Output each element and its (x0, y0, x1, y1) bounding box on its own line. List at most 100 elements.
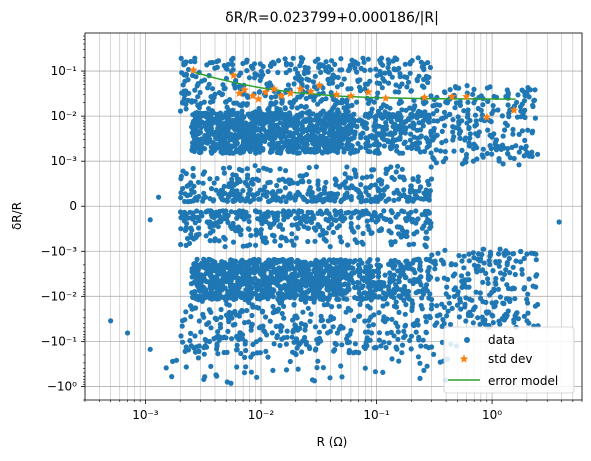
data-point (462, 301, 468, 307)
data-point (351, 122, 357, 128)
data-point (353, 174, 359, 180)
data-point (532, 115, 539, 121)
error-model-layer (193, 71, 516, 100)
data-point (428, 274, 434, 280)
data-point (266, 279, 272, 285)
data-point (526, 153, 532, 159)
data-point (407, 105, 413, 111)
data-point (529, 149, 535, 155)
data-point (402, 333, 408, 339)
data-point (198, 125, 204, 131)
data-point (230, 172, 236, 178)
data-point (399, 107, 405, 113)
data-point (380, 369, 386, 375)
data-point (316, 186, 322, 192)
data-point (255, 266, 261, 272)
data-point (219, 197, 225, 203)
data-point (312, 73, 318, 79)
data-point (207, 137, 213, 144)
data-point (282, 283, 288, 289)
data-point (376, 310, 382, 316)
data-point (190, 173, 196, 179)
data-point (363, 111, 369, 117)
data-point (395, 163, 401, 169)
data-point (239, 196, 245, 202)
data-point (525, 291, 531, 297)
data-point (359, 121, 365, 127)
data-point (505, 285, 512, 292)
data-point (438, 148, 444, 154)
legend-marker-std-dev (459, 354, 469, 363)
data-point (223, 208, 229, 214)
data-point (438, 257, 445, 263)
data-point (253, 227, 259, 233)
data-point (192, 333, 198, 339)
data-point (180, 318, 186, 324)
data-point (382, 291, 388, 297)
data-point (259, 277, 265, 284)
data-point (309, 133, 315, 139)
data-point (360, 130, 366, 136)
data-point (297, 173, 303, 179)
data-point (532, 87, 538, 93)
data-point (518, 248, 524, 255)
data-point (421, 367, 427, 373)
data-point (471, 255, 477, 261)
data-point (323, 238, 329, 244)
data-point (406, 116, 412, 123)
data-point (240, 147, 246, 153)
data-point (226, 183, 232, 190)
data-point (495, 286, 501, 292)
data-point (322, 190, 328, 196)
data-point (511, 103, 518, 109)
std-dev-point (509, 105, 519, 114)
data-point (244, 261, 250, 267)
data-point (306, 165, 312, 171)
data-point (402, 233, 408, 239)
data-point (391, 66, 397, 72)
data-point (360, 296, 366, 302)
data-point (373, 194, 379, 200)
data-point (465, 312, 472, 319)
data-point (342, 257, 349, 263)
data-point (478, 107, 484, 113)
data-point (244, 172, 251, 178)
data-point (424, 144, 430, 150)
data-point (228, 131, 234, 137)
data-point (231, 267, 237, 273)
data-point (282, 56, 288, 62)
chart-title: δR/R=0.023799+0.000186/|R| (225, 10, 439, 26)
data-point (189, 98, 195, 104)
data-point (291, 327, 297, 333)
data-point (331, 217, 337, 223)
data-point (309, 286, 316, 292)
data-point (421, 76, 427, 83)
data-point (211, 180, 217, 186)
data-point (391, 258, 397, 264)
data-point (209, 86, 216, 92)
data-point (485, 309, 492, 315)
data-point (263, 314, 269, 320)
data-point (279, 139, 285, 145)
data-point (399, 350, 405, 356)
data-point (501, 145, 507, 151)
data-point (250, 65, 256, 71)
data-point (395, 136, 401, 142)
data-point (350, 210, 356, 216)
data-point (311, 149, 317, 155)
data-point (221, 270, 227, 276)
data-point (217, 321, 223, 327)
data-point (387, 71, 393, 77)
data-point (362, 198, 368, 204)
data-point (234, 195, 240, 201)
data-point (255, 148, 261, 154)
data-point (348, 220, 354, 227)
y-tick-label: −10⁻² (41, 289, 78, 303)
data-point (223, 297, 229, 303)
data-point (215, 136, 221, 142)
data-point (343, 99, 350, 105)
data-point (397, 84, 403, 90)
data-point (147, 217, 153, 223)
data-point (400, 174, 406, 180)
data-point (377, 213, 383, 219)
